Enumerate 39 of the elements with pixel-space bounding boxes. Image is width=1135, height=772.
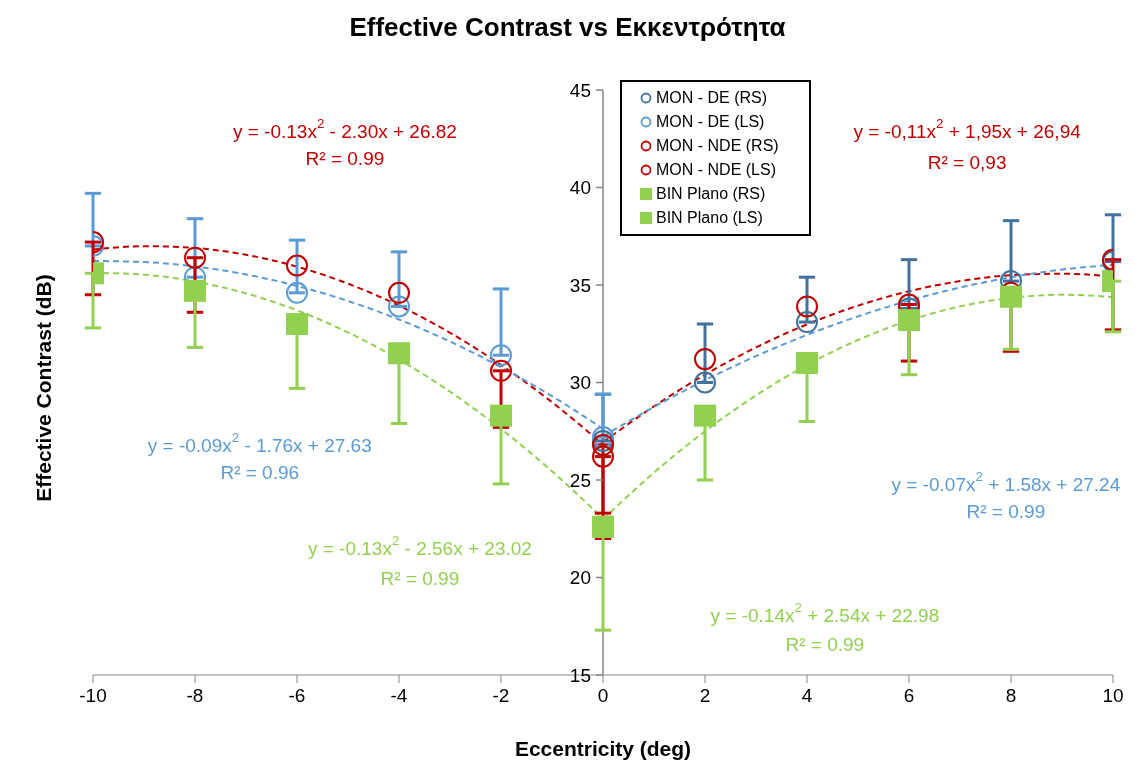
x-tick-label: 6 — [903, 685, 915, 707]
annotation: y = -0.07x$^{2}$ + 1.58x + 27.24 — [891, 468, 1121, 495]
x-tick-label: -10 — [79, 685, 107, 707]
y-tick-label: 35 — [569, 274, 591, 296]
annotation: R² = 0.99 — [785, 633, 865, 655]
annotation: y = -0.14x$^{2}$ + 2.54x + 22.98 — [710, 599, 940, 626]
x-tick-label: -2 — [492, 685, 510, 707]
y-axis-title: Effective Contrast (dB) — [32, 274, 56, 502]
x-tick-label: -6 — [288, 685, 306, 707]
annotation: R² = 0.99 — [966, 500, 1046, 522]
legend-label: BIN Plano (LS) — [656, 208, 763, 228]
y-tick-label: 40 — [569, 177, 591, 198]
annotation: R² = 0,93 — [927, 151, 1007, 173]
x-tick-label: -8 — [186, 685, 204, 707]
y-tick-label: 45 — [569, 79, 591, 101]
legend-label: MON - NDE (RS) — [656, 136, 779, 156]
y-tick-label: 25 — [569, 469, 591, 491]
annotation: y = -0,11x$^{2}$ + 1,95x + 26,94 — [853, 115, 1082, 142]
x-tick-label: -4 — [390, 685, 408, 707]
legend-label: MON - DE (LS) — [656, 112, 765, 132]
x-tick-label: 10 — [1102, 685, 1124, 707]
legend-label: MON - DE (RS) — [656, 88, 768, 108]
annotation: R² = 0.99 — [305, 147, 385, 169]
annotation: y = -0.13x$^{2}$ - 2.56x + 23.02 — [307, 533, 532, 559]
x-axis-title: Eccentricity (deg) — [513, 737, 693, 761]
y-tick-label: 30 — [569, 372, 591, 393]
x-tick-label: 4 — [801, 685, 813, 707]
x-tick-label: 8 — [1005, 685, 1017, 707]
x-tick-label: 0 — [597, 685, 609, 707]
y-tick-label: 20 — [569, 567, 591, 588]
annotation: y = -0.09x$^{2}$ - 1.76x + 27.63 — [147, 429, 372, 456]
y-tick-label: 15 — [569, 664, 591, 686]
annotation: y = -0.13x$^{2}$ - 2.30x + 26.82 — [232, 115, 457, 142]
legend-label: BIN Plano (RS) — [656, 184, 766, 204]
annotation: R² = 0.96 — [220, 461, 300, 483]
chart-title: Effective Contrast vs Εκκεντρότητα — [348, 12, 787, 43]
x-tick-label: 2 — [699, 685, 711, 707]
legend-label: MON - NDE (LS) — [656, 160, 776, 180]
annotation: R² = 0.99 — [380, 567, 460, 588]
